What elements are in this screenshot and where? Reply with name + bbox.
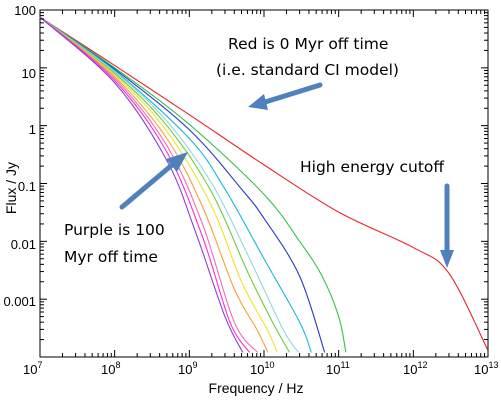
x-axis-label: Frequency / Hz (209, 380, 304, 396)
y-tick-label: 0.01 (11, 237, 36, 252)
series-line-2 (39, 16, 326, 353)
annotation-purple: Purple is 100 Myr off time (64, 221, 165, 266)
annotation-purple-line2: Myr off time (64, 248, 158, 266)
series-line-10 (39, 16, 244, 353)
annotation-purple-line1: Purple is 100 (64, 221, 165, 239)
y-tick-label: 0.1 (18, 179, 36, 194)
x-tick-label: 108 (101, 360, 120, 377)
series-line-9 (39, 16, 250, 353)
arrow-cutoff-head (440, 250, 454, 268)
arrow-purple-shaft (119, 162, 175, 210)
series-layer (39, 16, 489, 353)
y-tick-label: 100 (14, 3, 36, 18)
series-line-1 (39, 16, 347, 353)
y-tick-labels: 100 10 1 0.1 0.01 0.001 (3, 3, 36, 309)
series-line-7 (39, 16, 269, 353)
series-line-6 (39, 16, 278, 353)
annotation-red-line2: (i.e. standard CI model) (216, 61, 399, 79)
x-tick-label: 1012 (403, 360, 427, 377)
x-tick-labels: 107 108 109 1010 1011 1012 1013 (23, 360, 498, 377)
y-tick-label: 1 (29, 122, 36, 137)
x-tick-label: 109 (178, 360, 197, 377)
series-line-0 (39, 16, 489, 351)
annotation-arrows (119, 82, 454, 268)
x-tick-label: 1013 (474, 360, 498, 377)
arrow-red-shaft (259, 82, 323, 106)
annotation-red: Red is 0 Myr off time (i.e. standard CI … (216, 35, 399, 79)
series-line-4 (39, 16, 299, 353)
y-axis-label: Flux / Jy (3, 162, 19, 214)
x-tick-label: 1010 (250, 360, 274, 377)
arrow-purple-head (166, 152, 188, 172)
series-line-3 (39, 16, 312, 353)
series-line-8 (39, 16, 258, 353)
series-line-5 (39, 16, 291, 353)
y-tick-label: 0.001 (3, 294, 36, 309)
x-tick-label: 1011 (326, 360, 350, 377)
y-tick-label: 10 (22, 66, 36, 81)
annotation-red-line1: Red is 0 Myr off time (228, 35, 388, 53)
axis-ticks (39, 9, 489, 358)
x-tick-label: 107 (23, 360, 42, 377)
annotation-cutoff: High energy cutoff (300, 158, 444, 176)
arrow-red-head (248, 94, 268, 110)
